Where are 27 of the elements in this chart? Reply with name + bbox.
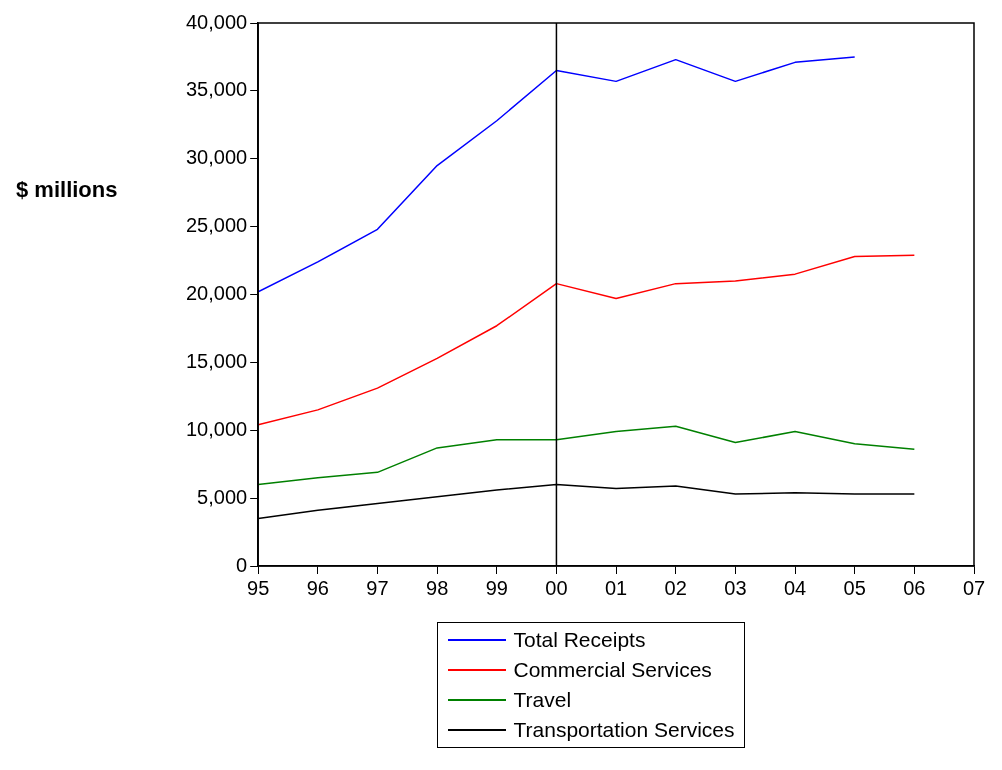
legend-label: Transportation Services [513, 718, 735, 742]
y-tick-label: 30,000 [186, 146, 248, 169]
x-tick-label: 04 [783, 576, 807, 599]
y-axis-title: $ millions [16, 177, 118, 203]
y-tick-label: 40,000 [186, 10, 248, 33]
legend-label: Travel [513, 688, 572, 712]
x-tick-label: 06 [903, 576, 926, 599]
y-tick-label: 5,000 [197, 485, 248, 508]
x-tick-label: 95 [247, 576, 270, 599]
y-tick-label: 20,000 [186, 282, 248, 305]
y-tick-label: 15,000 [186, 349, 248, 372]
x-tick-label: 97 [366, 576, 389, 599]
x-tick-label: 99 [485, 576, 508, 599]
x-tick-label: 02 [664, 576, 687, 599]
x-tick-label: 03 [724, 576, 747, 599]
x-tick-label: 07 [962, 576, 986, 599]
x-tick-label: 98 [426, 576, 449, 599]
y-tick-label: 0 [236, 553, 248, 576]
legend-label: Total Receipts [513, 628, 646, 652]
x-tick-label: 00 [545, 576, 568, 599]
y-tick-label: 35,000 [186, 78, 248, 101]
x-tick-label: 01 [604, 576, 628, 599]
y-tick-label: 10,000 [186, 417, 248, 440]
x-tick-label: 05 [843, 576, 866, 599]
x-tick-label: 96 [306, 576, 329, 599]
y-tick-label: 25,000 [186, 214, 248, 237]
legend-label: Commercial Services [513, 658, 712, 682]
